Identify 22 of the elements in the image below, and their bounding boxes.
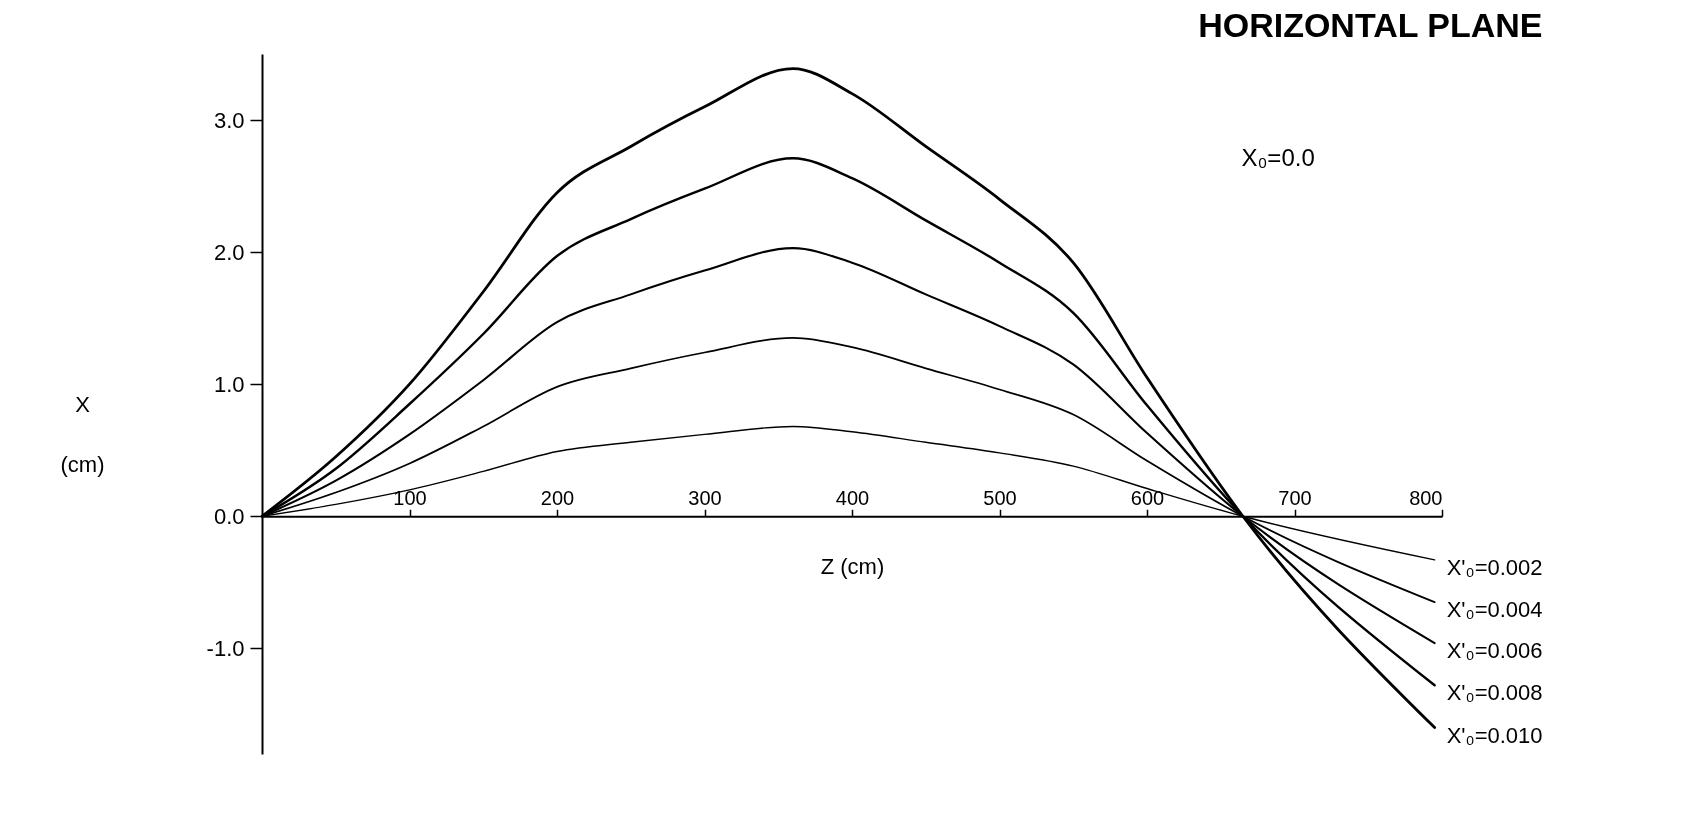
y-tick-label: 0.0 [213, 503, 245, 529]
series-label: X'₀=0.006 [1446, 638, 1543, 664]
text: X (cm) [60, 391, 105, 477]
y-tick-label: 1.0 [213, 371, 245, 397]
x-axis-title: Z (cm) [820, 553, 885, 579]
series-label: X'₀=0.002 [1446, 554, 1543, 580]
x-tick-label: 100 [393, 486, 427, 509]
y-tick-label: -1.0 [206, 635, 245, 661]
x-tick-label: 700 [1278, 486, 1312, 509]
y-tick-label: 3.0 [213, 107, 245, 133]
x-tick-label: 800 [1409, 486, 1443, 509]
x-tick-label: 200 [540, 486, 575, 509]
y-tick-label: 2.0 [213, 239, 245, 265]
series-label: X'₀=0.008 [1446, 680, 1543, 706]
series-label: X'₀=0.004 [1446, 597, 1543, 623]
x-tick-label: 300 [688, 486, 722, 509]
annotation: X₀=0.0 [1241, 144, 1315, 171]
series-label: X'₀=0.010 [1446, 722, 1543, 748]
x-tick-label: 400 [835, 486, 870, 509]
chart-title: HORIZONTAL PLANE [1198, 6, 1543, 44]
x-tick-label: 600 [1130, 486, 1165, 509]
x-tick-label: 500 [983, 486, 1017, 509]
